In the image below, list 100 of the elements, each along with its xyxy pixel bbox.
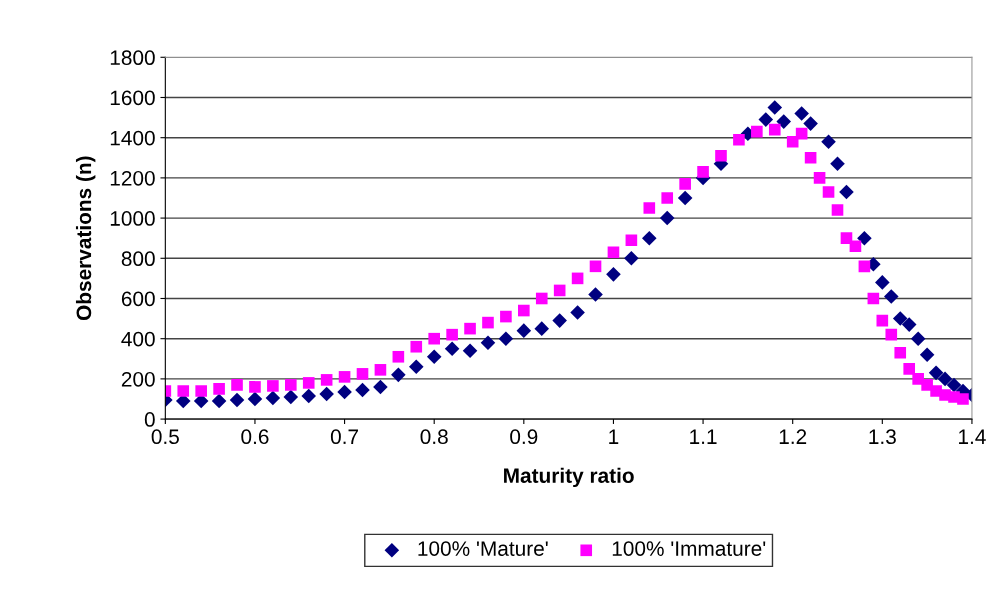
point [839,184,854,200]
point [625,234,638,246]
point [795,127,808,140]
y-tick-label: 200 [121,371,155,387]
point [177,385,190,397]
point [392,350,405,363]
y-tick-label: 800 [121,251,155,267]
point [767,100,783,115]
point [821,134,836,149]
point [552,313,567,328]
x-tick-label: 1.1 [690,429,717,444]
point [265,390,281,406]
point [624,251,639,266]
point [195,385,207,397]
point [301,388,317,404]
point [901,317,917,332]
y-tick-label: 0 [144,412,155,427]
point [213,383,225,395]
x-tick-label: 1 [609,429,619,444]
x-tick-label: 0.9 [510,429,538,445]
point [751,125,763,138]
y-tick-label: 1600 [110,90,155,106]
point [319,386,334,402]
point [643,202,656,214]
point [302,377,315,389]
point [768,123,781,136]
point [534,321,550,336]
point [249,381,261,393]
point [957,393,969,405]
point [928,365,944,381]
point [858,260,871,273]
point [849,240,862,253]
point [876,314,889,327]
point [642,230,657,246]
point [516,323,532,338]
point [480,335,496,350]
x-tick-label: 1.3 [869,429,896,445]
point [231,379,243,391]
point [426,349,442,365]
point [937,371,953,387]
point [813,172,826,184]
point [661,192,674,204]
legend-label: 100% 'Mature' [418,541,548,556]
point [410,340,423,353]
point [776,114,792,129]
point [715,149,727,162]
point [444,341,460,357]
x-tick-label: 0.6 [241,429,269,445]
point [589,260,602,273]
point [588,287,603,302]
point [885,328,898,341]
point [733,133,745,146]
point [840,232,853,244]
point [903,363,916,375]
x-tick-label: 1.4 [959,429,986,444]
point [867,292,880,305]
point [606,267,621,282]
point [446,328,458,341]
point [267,380,279,392]
point [892,311,908,326]
x-axis-title: Maturity ratio [504,467,634,488]
point [794,106,809,121]
point [498,331,514,346]
point [758,112,774,127]
point [659,210,675,226]
point [804,151,817,164]
point [535,292,548,305]
x-tick-label: 0.5 [151,429,179,445]
y-axis-title: Observations (n) [75,156,96,321]
point [697,166,709,178]
point [464,322,476,335]
point [830,156,845,172]
point [337,384,352,400]
point [408,359,424,375]
point [229,392,245,408]
y-tick-label: 600 [121,291,155,307]
point [910,331,926,346]
point [500,310,512,323]
point [338,371,351,383]
point [391,367,406,383]
point [831,204,844,216]
point [320,374,333,386]
point [356,368,369,380]
point [283,389,299,405]
point [857,230,872,246]
point [894,346,907,359]
point [373,379,388,395]
y-tick-label: 1800 [110,50,155,66]
point [946,377,962,393]
point [284,379,297,391]
x-tick-label: 0.8 [420,429,448,445]
point [919,347,935,363]
point [679,178,691,190]
x-tick-label: 1.2 [779,429,807,444]
y-tick-label: 1400 [110,130,155,146]
point [607,246,620,259]
point [428,332,441,345]
point [355,382,370,398]
point [518,304,530,317]
point [462,343,478,359]
